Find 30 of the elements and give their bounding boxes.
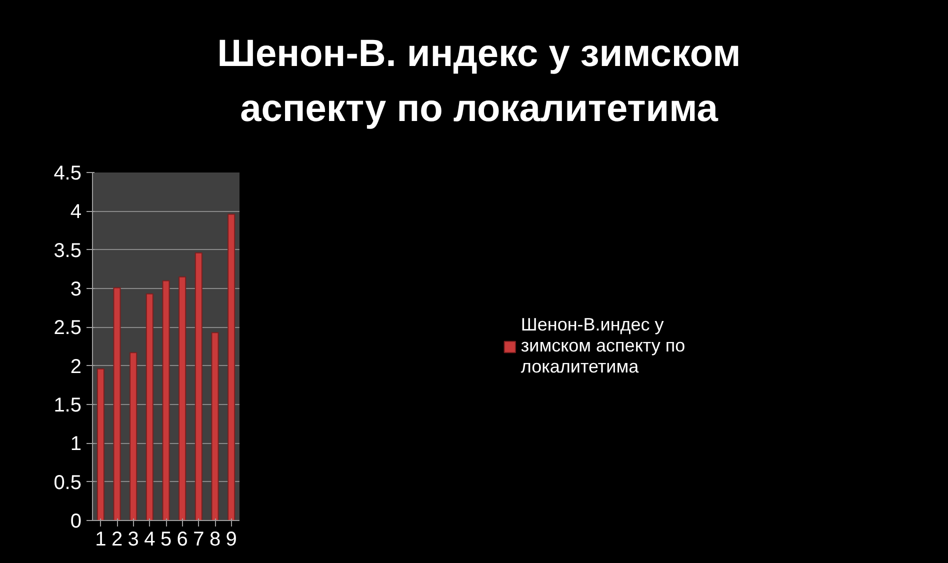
y-tick-label: 0.5: [54, 472, 82, 494]
y-tick-label: 1: [70, 433, 82, 456]
x-tick-label: 4: [144, 528, 156, 550]
y-tick-label: 3: [70, 278, 82, 300]
bar: [113, 287, 121, 520]
legend-label: Шенон-В.индес у зимском аспекту по локалитетима: [520, 314, 686, 378]
bar: [96, 368, 104, 520]
y-tick-label: 3.5: [54, 240, 82, 262]
x-tick-label: 6: [176, 528, 188, 550]
bar: [146, 293, 154, 520]
y-tick-label: 2: [70, 356, 82, 378]
y-tick-label: 2.5: [54, 317, 82, 340]
x-tick-label: 7: [193, 528, 204, 550]
x-tick-label: 8: [209, 528, 221, 550]
y-tick-label: 4: [70, 201, 82, 224]
bar: [211, 332, 219, 520]
x-tick-label: 2: [111, 528, 123, 550]
x-tick-label: 3: [128, 528, 139, 550]
bar: [194, 252, 202, 520]
y-tick-label: 1.5: [54, 394, 82, 416]
bar: [162, 280, 170, 520]
bar: [228, 214, 236, 520]
x-tick-label: 5: [160, 528, 172, 550]
x-tick-label: 1: [95, 528, 106, 550]
y-tick-label: 0: [70, 510, 82, 532]
bar: [130, 352, 138, 520]
y-tick-label: 4.5: [54, 162, 82, 184]
text: Шенон-В. индекс у зимском аспекту по локалитетима: [217, 32, 741, 132]
bar: [178, 276, 186, 520]
x-tick-label: 9: [226, 528, 237, 550]
